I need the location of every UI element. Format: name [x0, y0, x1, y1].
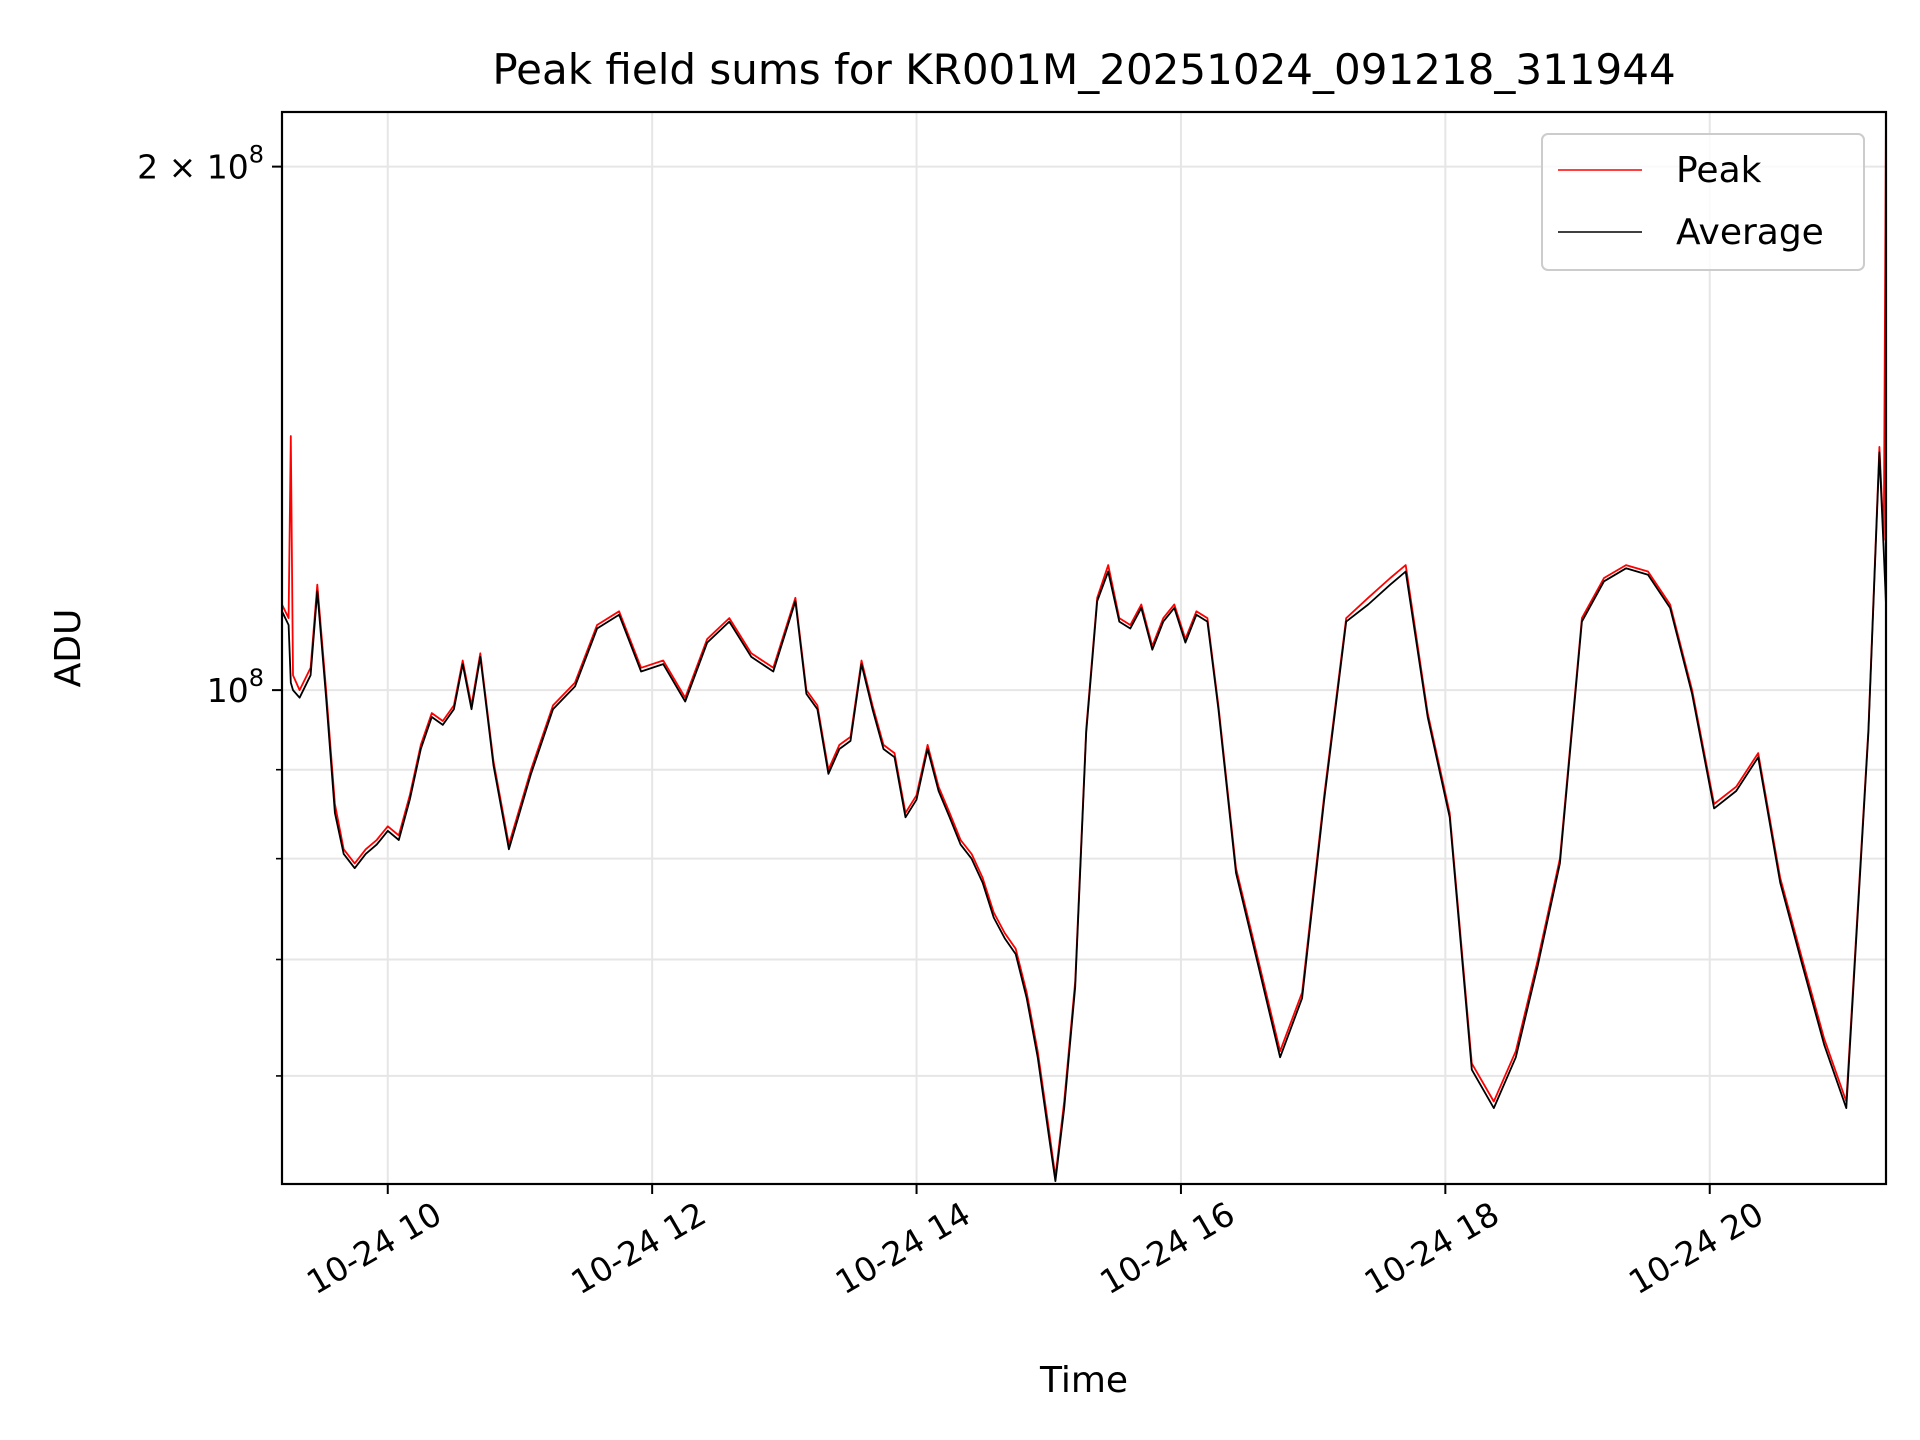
legend-label-average: Average [1676, 212, 1824, 253]
y-axis-label: ADU [48, 609, 89, 688]
y-tick-label: 2 × 108 [137, 141, 264, 187]
y-tick-label-base: 2 × 10 [137, 148, 249, 187]
series-line-average [281, 451, 1887, 1182]
plot-frame [280, 110, 1888, 1186]
grid-layer [282, 112, 1886, 1184]
series-line-peak [281, 111, 1887, 1178]
y-tick-label: 108 [207, 664, 264, 710]
y-tick-label-exponent: 8 [249, 141, 264, 169]
x-axis-label: Time [1039, 1360, 1128, 1401]
series-layer [281, 111, 1887, 1182]
y-tick-label-exponent: 8 [249, 664, 264, 692]
chart-title: Peak field sums for KR001M_20251024_0912… [492, 45, 1675, 94]
y-tick-label-base: 10 [207, 671, 249, 710]
legend-label-peak: Peak [1676, 150, 1762, 191]
legend: Peak Average [1541, 133, 1865, 271]
legend-box [1541, 133, 1865, 271]
